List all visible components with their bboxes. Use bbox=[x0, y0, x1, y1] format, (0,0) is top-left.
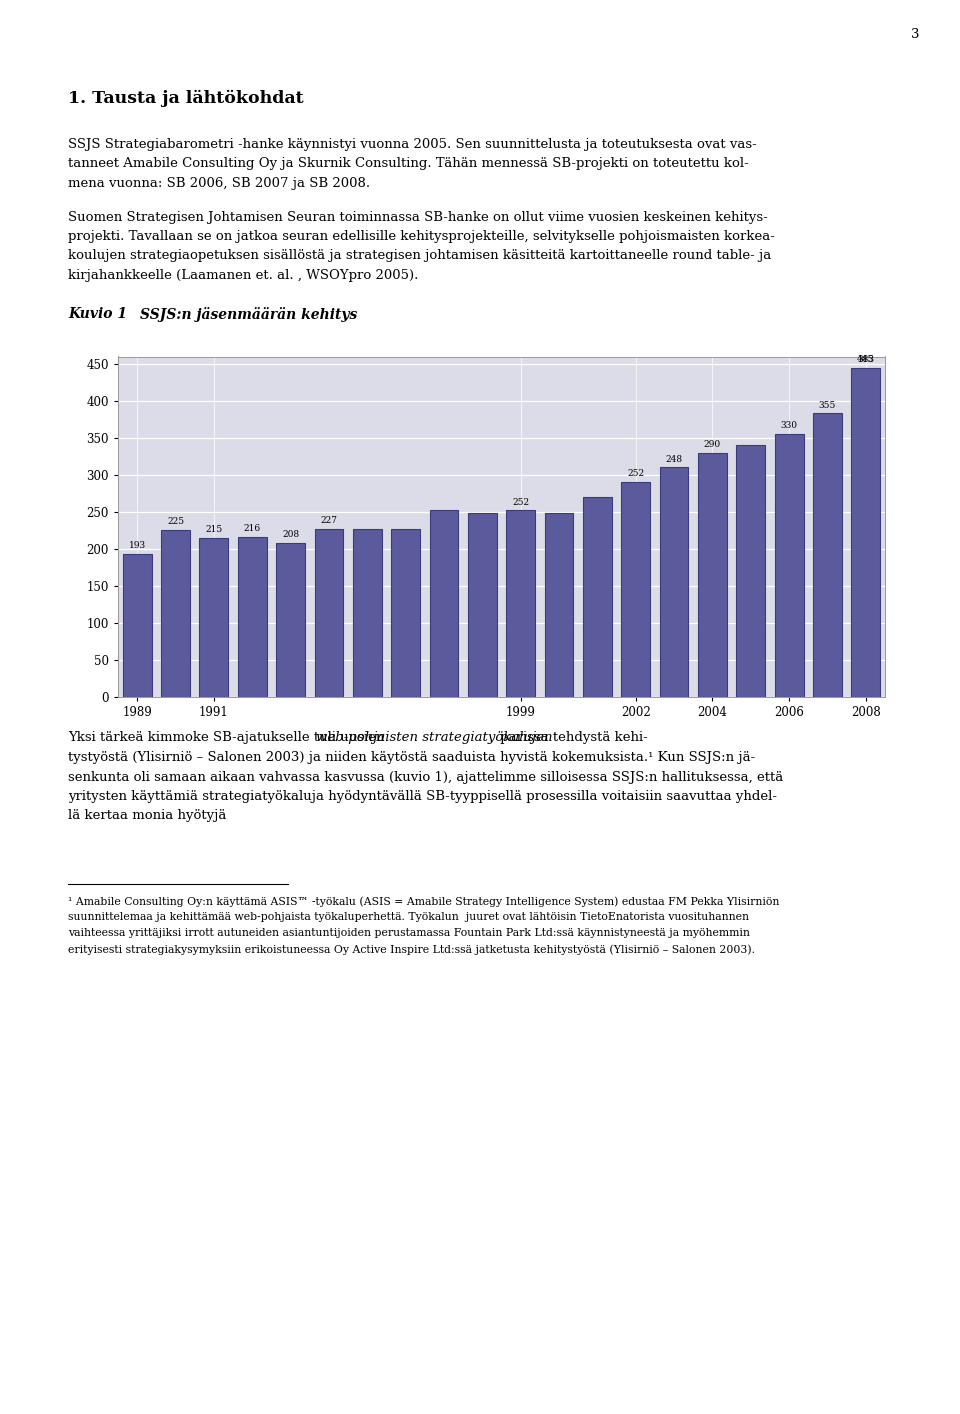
Text: 215: 215 bbox=[205, 525, 223, 534]
Text: mena vuonna: SB 2006, SB 2007 ja SB 2008.: mena vuonna: SB 2006, SB 2007 ja SB 2008… bbox=[68, 177, 371, 189]
Bar bbox=[392, 529, 420, 697]
Text: SSJS:n jäsenmäärän kehitys: SSJS:n jäsenmäärän kehitys bbox=[140, 307, 357, 321]
Bar bbox=[161, 530, 190, 697]
Bar bbox=[583, 496, 612, 697]
Text: Yksi tärkeä kimmoke SB-ajatukselle tuli uusien: Yksi tärkeä kimmoke SB-ajatukselle tuli … bbox=[68, 731, 389, 745]
Text: Suomen Strategisen Johtamisen Seuran toiminnassa SB-hanke on ollut viime vuosien: Suomen Strategisen Johtamisen Seuran toi… bbox=[68, 211, 768, 223]
Text: erityisesti strategiakysymyksiin erikoistuneessa Oy Active Inspire Ltd:ssä jatke: erityisesti strategiakysymyksiin erikois… bbox=[68, 945, 755, 954]
Text: senkunta oli samaan aikaan vahvassa kasvussa (kuvio 1), ajattelimme silloisessa : senkunta oli samaan aikaan vahvassa kasv… bbox=[68, 771, 783, 783]
Text: 248: 248 bbox=[665, 455, 683, 464]
Text: 290: 290 bbox=[704, 440, 721, 448]
Bar bbox=[736, 445, 765, 697]
Text: 252: 252 bbox=[627, 469, 644, 478]
Bar bbox=[813, 413, 842, 697]
Bar bbox=[276, 543, 305, 697]
Text: projekti. Tavallaan se on jatkoa seuran edellisille kehitysprojekteille, selvity: projekti. Tavallaan se on jatkoa seuran … bbox=[68, 230, 775, 243]
Text: 227: 227 bbox=[321, 516, 337, 525]
Text: vaihteessa yrittäjiksi irrott autuneiden asiantuntijoiden perustamassa Fountain : vaihteessa yrittäjiksi irrott autuneiden… bbox=[68, 928, 750, 937]
Text: yritysten käyttämiä strategiatyökaluja hyödyntävällä SB-tyyppisellä prosessilla : yritysten käyttämiä strategiatyökaluja h… bbox=[68, 790, 777, 803]
Bar bbox=[506, 510, 535, 697]
Text: 225: 225 bbox=[167, 518, 184, 526]
Bar bbox=[200, 537, 228, 697]
Bar bbox=[852, 368, 880, 697]
Bar bbox=[315, 529, 344, 697]
Bar bbox=[123, 554, 152, 697]
Bar bbox=[238, 537, 267, 697]
Text: tanneet Amabile Consulting Oy ja Skurnik Consulting. Tähän mennessä SB-projekti : tanneet Amabile Consulting Oy ja Skurnik… bbox=[68, 157, 749, 171]
Text: 3: 3 bbox=[911, 28, 920, 41]
Text: ¹ Amabile Consulting Oy:n käyttämä ASIS™ -työkalu (ASIS = Amabile Strategy Intel: ¹ Amabile Consulting Oy:n käyttämä ASIS™… bbox=[68, 896, 780, 906]
Bar bbox=[468, 513, 496, 697]
Text: SSJS Strategiabarometri -hanke käynnistyi vuonna 2005. Sen suunnittelusta ja tot: SSJS Strategiabarometri -hanke käynnisty… bbox=[68, 139, 756, 151]
Bar bbox=[429, 510, 458, 697]
Bar bbox=[544, 513, 573, 697]
Text: 445: 445 bbox=[857, 355, 875, 363]
Text: 216: 216 bbox=[244, 525, 261, 533]
Text: 252: 252 bbox=[512, 498, 529, 506]
Text: tystyöstä (Ylisirniö – Salonen 2003) ja niiden käytöstä saaduista hyvistä kokemu: tystyöstä (Ylisirniö – Salonen 2003) ja … bbox=[68, 751, 756, 764]
Text: web-pohjaisten strategiatyökalujen: web-pohjaisten strategiatyökalujen bbox=[316, 731, 553, 745]
Bar bbox=[775, 434, 804, 697]
Text: parissa tehdystä kehi-: parissa tehdystä kehi- bbox=[495, 731, 647, 745]
Text: kirjahankkeelle (Laamanen et. al. , WSOYpro 2005).: kirjahankkeelle (Laamanen et. al. , WSOY… bbox=[68, 269, 419, 281]
Text: 355: 355 bbox=[819, 400, 836, 410]
Bar bbox=[353, 529, 382, 697]
Bar bbox=[698, 452, 727, 697]
Text: 383: 383 bbox=[857, 355, 875, 363]
Text: 330: 330 bbox=[780, 421, 798, 430]
Text: lä kertaa monia hyötyjä: lä kertaa monia hyötyjä bbox=[68, 809, 227, 823]
Text: 208: 208 bbox=[282, 530, 300, 539]
Text: koulujen strategiaopetuksen sisällöstä ja strategisen johtamisen käsitteitä kart: koulujen strategiaopetuksen sisällöstä j… bbox=[68, 249, 771, 263]
Text: suunnittelemaa ja kehittämää web-pohjaista työkaluperhettä. Työkalun  juuret ova: suunnittelemaa ja kehittämää web-pohjais… bbox=[68, 912, 749, 922]
Text: 193: 193 bbox=[129, 542, 146, 550]
Text: 1. Tausta ja lähtökohdat: 1. Tausta ja lähtökohdat bbox=[68, 90, 303, 107]
Text: Kuvio 1: Kuvio 1 bbox=[68, 307, 127, 321]
Bar bbox=[660, 468, 688, 697]
Bar bbox=[621, 482, 650, 697]
